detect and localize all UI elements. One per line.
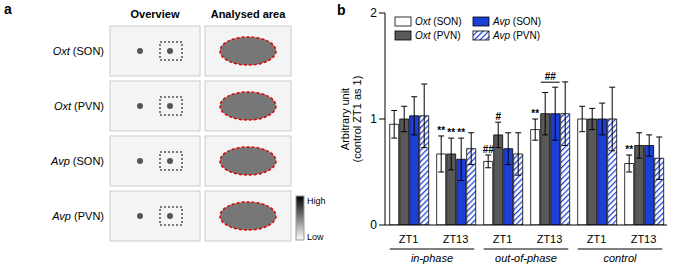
svg-text:in-phase: in-phase xyxy=(411,252,453,264)
svg-text:**: ** xyxy=(457,127,465,138)
svg-text:2: 2 xyxy=(370,6,377,20)
svg-text:Avp (PVN): Avp (PVN) xyxy=(492,30,540,41)
svg-text:Avp (SON): Avp (SON) xyxy=(492,16,541,27)
svg-text:Oxt (SON): Oxt (SON) xyxy=(415,16,462,27)
svg-text:Oxt (SON): Oxt (SON) xyxy=(53,45,104,57)
svg-text:Oxt (PVN): Oxt (PVN) xyxy=(415,30,461,41)
svg-text:Avp (PVN): Avp (PVN) xyxy=(51,210,104,222)
svg-text:Avp (SON): Avp (SON) xyxy=(50,155,104,167)
svg-text:1: 1 xyxy=(370,112,377,126)
svg-text:High: High xyxy=(307,196,326,206)
svg-text:**: ** xyxy=(447,127,455,138)
svg-text:ZT1: ZT1 xyxy=(587,233,607,245)
svg-text:Overview: Overview xyxy=(131,8,180,20)
svg-text:Arbitrary unit(control ZT1 as: Arbitrary unit(control ZT1 as 1) xyxy=(339,76,363,163)
svg-text:out-of-phase: out-of-phase xyxy=(495,252,557,264)
svg-text:Low: Low xyxy=(307,232,324,242)
svg-text:**: ** xyxy=(531,108,539,119)
svg-text:b: b xyxy=(337,3,346,18)
svg-text:ZT13: ZT13 xyxy=(443,233,469,245)
svg-text:control: control xyxy=(603,252,637,264)
svg-text:Analysed area: Analysed area xyxy=(211,8,286,20)
svg-text:#: # xyxy=(495,111,501,122)
svg-text:**: ** xyxy=(437,125,445,136)
svg-text:ZT13: ZT13 xyxy=(537,233,563,245)
svg-text:ZT13: ZT13 xyxy=(631,233,657,245)
svg-text:a: a xyxy=(4,1,12,17)
svg-text:0: 0 xyxy=(370,218,377,232)
svg-text:ZT1: ZT1 xyxy=(493,233,513,245)
svg-text:##: ## xyxy=(545,71,557,82)
svg-text:Oxt (PVN): Oxt (PVN) xyxy=(54,100,104,112)
svg-text:ZT1: ZT1 xyxy=(399,233,419,245)
svg-text:##: ## xyxy=(483,144,495,155)
svg-text:**: ** xyxy=(625,144,633,155)
